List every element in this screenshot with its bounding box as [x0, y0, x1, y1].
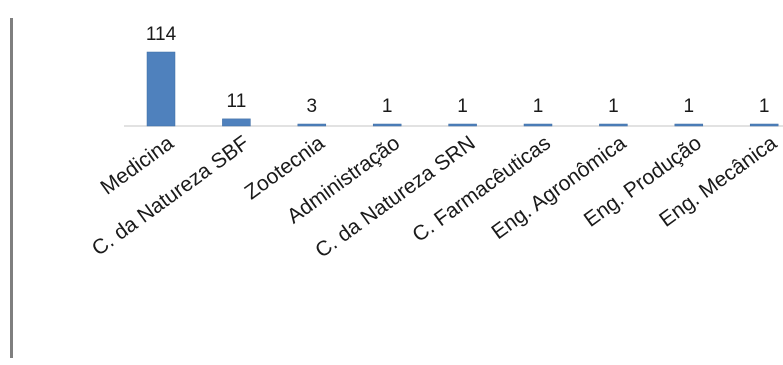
data-label: 11	[227, 91, 247, 112]
bar	[749, 123, 779, 127]
bar	[448, 123, 477, 127]
data-label: 1	[457, 96, 468, 117]
bar	[372, 123, 402, 127]
category-tick-label: Eng. Agronômica	[487, 131, 630, 244]
category-tick-label: C. Farmacêuticas	[408, 131, 555, 246]
data-label: 1	[759, 96, 770, 117]
data-label: 1	[382, 96, 393, 117]
data-label: 1	[608, 96, 619, 117]
bar	[674, 123, 704, 127]
bar	[146, 51, 176, 127]
bar	[297, 123, 327, 127]
bar	[599, 123, 628, 127]
bars-group	[146, 51, 779, 127]
data-label: 3	[307, 96, 318, 117]
bar	[222, 118, 251, 127]
data-label: 1	[533, 96, 544, 117]
bar	[523, 123, 553, 127]
data-label: 1	[684, 96, 695, 117]
chart-left-border	[10, 18, 13, 358]
data-label: 114	[146, 24, 177, 45]
